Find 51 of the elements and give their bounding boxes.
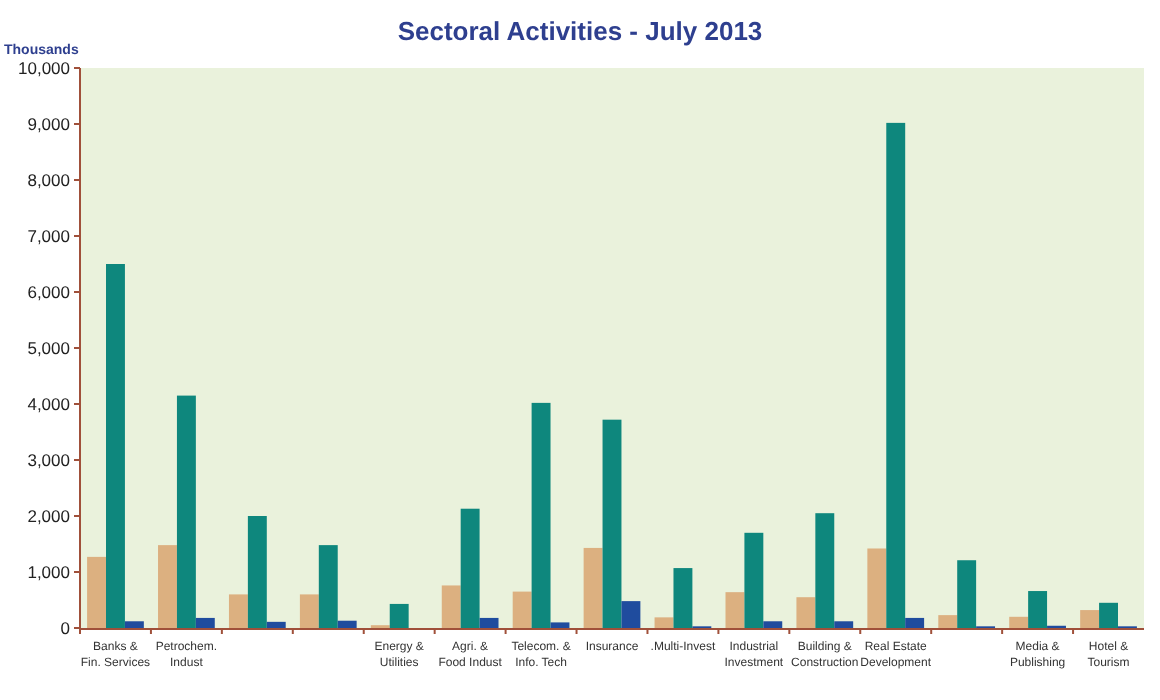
bar — [583, 547, 603, 628]
y-tick-label: 1,000 — [27, 561, 71, 582]
y-tick-label: 2,000 — [27, 505, 71, 526]
y-tick-label: 7,000 — [27, 225, 71, 246]
bar — [796, 597, 816, 628]
bar — [512, 591, 532, 628]
bar — [1080, 610, 1100, 628]
bar — [938, 615, 958, 628]
bar — [176, 395, 196, 628]
bar — [266, 621, 286, 628]
bar — [195, 617, 215, 628]
y-tick-label: 0 — [60, 617, 71, 638]
bar — [905, 617, 925, 628]
bar — [602, 419, 622, 628]
bar — [886, 122, 906, 628]
bar — [87, 556, 107, 628]
bar — [389, 603, 409, 628]
bar — [124, 621, 144, 628]
y-tick-label: 10,000 — [18, 57, 71, 78]
bar — [106, 264, 125, 628]
y-tick-label: 3,000 — [27, 449, 71, 470]
bar — [673, 568, 693, 628]
y-tick-label: 6,000 — [27, 281, 71, 302]
bar — [763, 621, 783, 628]
chart-title: Sectoral Activities - July 2013 — [397, 16, 763, 46]
y-tick-label: 4,000 — [27, 393, 71, 414]
bar — [834, 621, 854, 628]
bar — [1099, 602, 1118, 628]
bar — [815, 513, 835, 628]
bar — [1009, 616, 1029, 628]
bar — [531, 402, 551, 628]
bar — [1028, 591, 1048, 628]
bar — [957, 560, 977, 628]
bar — [318, 545, 338, 628]
bar — [337, 620, 357, 628]
y-tick-label: 8,000 — [27, 169, 71, 190]
bar — [744, 532, 764, 628]
bar — [621, 601, 641, 628]
bar — [550, 622, 570, 628]
y-tick-label: 9,000 — [27, 113, 71, 134]
bar — [158, 545, 177, 628]
bar — [654, 617, 674, 628]
bar — [460, 508, 480, 628]
bar — [441, 585, 461, 628]
bar — [725, 592, 745, 628]
bar — [247, 516, 267, 628]
y-tick-label: 5,000 — [27, 337, 71, 358]
bar — [228, 594, 248, 628]
bar — [867, 548, 887, 628]
bar — [479, 617, 499, 628]
bar — [299, 594, 319, 628]
